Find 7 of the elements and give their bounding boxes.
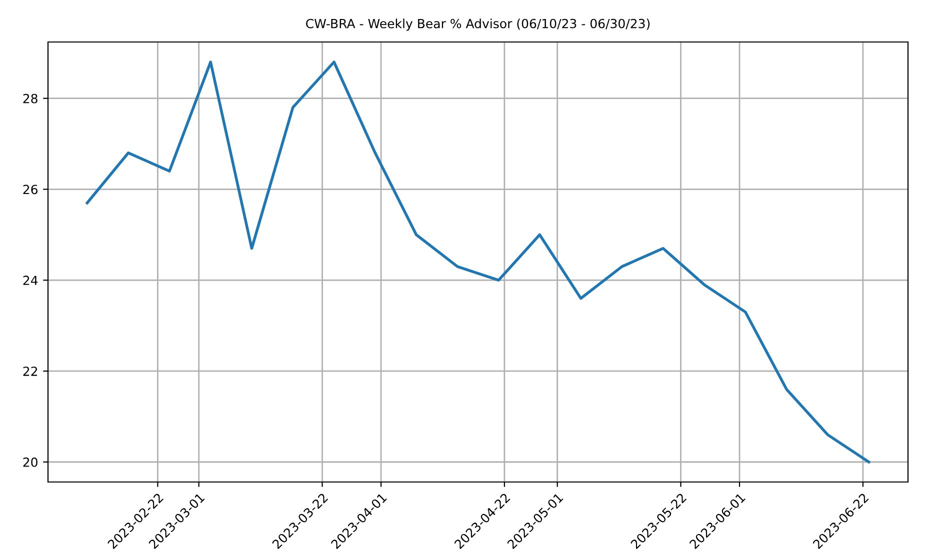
line-series: [86, 60, 870, 464]
y-tick-label: 24: [23, 276, 38, 285]
y-tick-label: 28: [23, 94, 38, 104]
y-tick-label: 22: [23, 366, 38, 376]
y-tick-label: 20: [23, 457, 38, 467]
chart-title: CW-BRA - Weekly Bear % Advisor (06/10/23 - 06/30/23): [306, 18, 650, 31]
y-tick-label: 26: [23, 184, 38, 194]
